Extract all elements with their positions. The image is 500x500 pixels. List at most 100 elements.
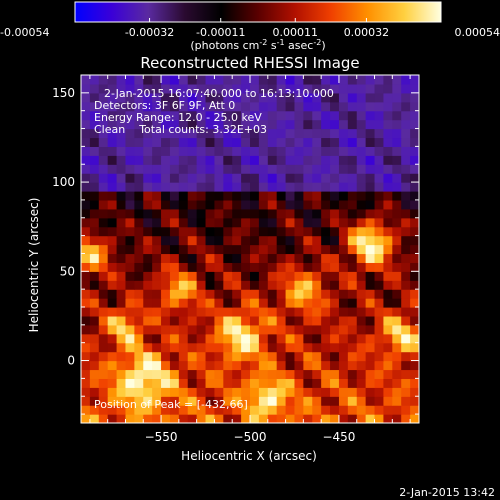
heatmap-cell <box>178 92 189 103</box>
heatmap-cell <box>267 315 278 326</box>
heatmap-cell <box>374 155 385 165</box>
heatmap-cell <box>232 128 242 139</box>
heatmap-cell <box>276 199 287 210</box>
heatmap-cell <box>169 235 180 246</box>
heatmap-cell <box>312 253 322 263</box>
heatmap-cell <box>196 324 207 335</box>
heatmap-cell <box>365 128 376 139</box>
heatmap-cell <box>321 342 331 353</box>
heatmap-cell <box>134 199 144 210</box>
heatmap-cell <box>81 173 91 183</box>
heatmap-cell <box>285 92 296 103</box>
heatmap-cell <box>285 217 296 228</box>
heatmap-cell <box>107 271 118 281</box>
heatmap-cell <box>250 83 260 94</box>
heatmap-cell <box>330 262 340 272</box>
heatmap-cell <box>205 342 216 353</box>
heatmap-cell <box>107 119 118 130</box>
heatmap-cell <box>196 75 207 85</box>
heatmap-cell <box>285 137 296 147</box>
heatmap-cell <box>276 369 287 379</box>
heatmap-cell <box>125 378 135 388</box>
heatmap-cell <box>116 342 127 353</box>
heatmap-cell <box>134 191 144 201</box>
heatmap-cell <box>347 315 358 326</box>
heatmap-cell <box>81 342 91 353</box>
heatmap-cell <box>303 164 313 174</box>
heatmap-cell <box>338 217 349 228</box>
heatmap-cell <box>214 315 224 326</box>
heatmap-cell <box>143 262 153 272</box>
heatmap-cell <box>383 235 393 246</box>
heatmap-cell <box>250 271 260 281</box>
heatmap-cell <box>116 128 127 139</box>
heatmap-cell <box>347 199 358 210</box>
heatmap-cell <box>258 244 269 255</box>
annotation-peak-position: Position of Peak = [-432,66] <box>94 398 248 411</box>
heatmap-cell <box>285 405 296 415</box>
heatmap-cell <box>365 244 376 255</box>
heatmap-cell <box>98 137 109 147</box>
heatmap-cell <box>232 280 242 290</box>
heatmap-cell <box>81 405 91 415</box>
heatmap-cell <box>365 298 376 308</box>
heatmap-cell <box>347 289 358 299</box>
heatmap-cell <box>143 342 153 353</box>
heatmap-cell <box>107 137 118 147</box>
heatmap-cell <box>125 101 135 112</box>
heatmap-cell <box>178 164 189 174</box>
heatmap-cell <box>321 173 331 183</box>
heatmap-cell <box>214 342 224 353</box>
heatmap-cell <box>214 182 224 192</box>
heatmap-cell <box>365 253 376 263</box>
heatmap-cell <box>143 289 153 299</box>
heatmap-cell <box>410 244 419 255</box>
heatmap-cell <box>232 83 242 94</box>
heatmap-cell <box>303 235 313 246</box>
heatmap-cell <box>214 369 224 379</box>
heatmap-cell <box>338 262 349 272</box>
heatmap-cell <box>276 351 287 362</box>
heatmap-cell <box>312 137 322 147</box>
heatmap-cell <box>321 280 331 290</box>
heatmap-image <box>81 75 419 423</box>
heatmap-cell <box>107 182 118 192</box>
heatmap-cell <box>214 289 224 299</box>
heatmap-cell <box>187 155 198 165</box>
heatmap-cell <box>365 164 376 174</box>
heatmap-cell <box>169 262 180 272</box>
heatmap-cell <box>330 271 340 281</box>
heatmap-cell <box>303 307 313 317</box>
heatmap-cell <box>161 101 171 112</box>
heatmap-cell <box>365 182 376 192</box>
heatmap-cell <box>285 226 296 237</box>
heatmap-cell <box>196 110 207 121</box>
heatmap-cell <box>89 235 100 246</box>
heatmap-cell <box>356 333 367 344</box>
heatmap-cell <box>250 289 260 299</box>
heatmap-cell <box>267 101 278 112</box>
heatmap-cell <box>205 280 216 290</box>
heatmap-cell <box>196 360 207 371</box>
heatmap-cell <box>241 307 251 317</box>
heatmap-cell <box>116 173 127 183</box>
heatmap-cell <box>347 324 358 335</box>
heatmap-cell <box>401 360 411 371</box>
heatmap-cell <box>169 271 180 281</box>
heatmap-cell <box>365 75 376 85</box>
heatmap-cell <box>383 208 393 219</box>
heatmap-cell <box>267 119 278 130</box>
heatmap-cell <box>187 182 198 192</box>
heatmap-cell <box>374 315 385 326</box>
heatmap-cell <box>401 128 411 139</box>
heatmap-cell <box>258 289 269 299</box>
heatmap-cell <box>152 280 162 290</box>
heatmap-cell <box>134 396 144 406</box>
heatmap-cell <box>214 75 224 85</box>
heatmap-cell <box>125 387 135 397</box>
heatmap-cell <box>98 324 109 335</box>
heatmap-cell <box>250 262 260 272</box>
heatmap-cell <box>116 262 127 272</box>
heatmap-cell <box>143 75 153 85</box>
